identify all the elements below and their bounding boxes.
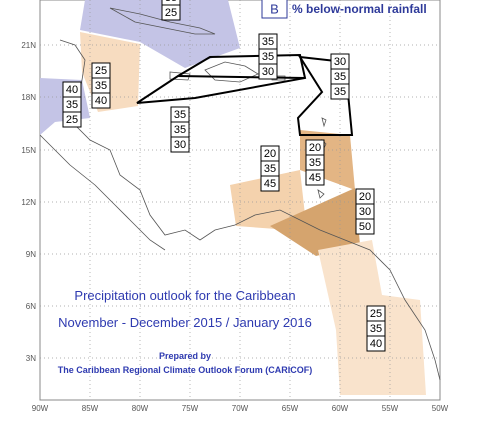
- probability-box: [62, 111, 82, 128]
- probability-box: [330, 83, 350, 100]
- probability-value: 35: [95, 80, 107, 92]
- lon-label: 85W: [82, 404, 99, 413]
- lat-label: 18N: [21, 93, 36, 102]
- region-below: [80, 0, 240, 68]
- probability-value: 30: [334, 56, 346, 68]
- probability-value: 35: [370, 323, 382, 335]
- probability-box: [355, 218, 375, 235]
- lat-label: 3N: [26, 354, 36, 363]
- probability-value: 35: [264, 163, 276, 175]
- probability-value: 50: [359, 221, 371, 233]
- probability-value: 30: [359, 206, 371, 218]
- probability-value: 35: [334, 71, 346, 83]
- probability-value: 25: [95, 65, 107, 77]
- lon-label: 55W: [382, 404, 399, 413]
- lat-label: 12N: [21, 198, 36, 207]
- probability-value: 25: [165, 7, 177, 19]
- probability-value: 35: [309, 157, 321, 169]
- probability-box: [91, 92, 111, 109]
- probability-value: 20: [359, 191, 371, 203]
- probability-box: [260, 175, 280, 192]
- credit: Prepared by: [159, 351, 211, 361]
- probability-box: [258, 63, 278, 80]
- probability-value: 35: [66, 99, 78, 111]
- probability-value: 35: [262, 51, 274, 63]
- map-subtitle: November - December 2015 / January 2016: [58, 315, 312, 330]
- lat-label: 6N: [26, 302, 36, 311]
- probability-value: 30: [174, 139, 186, 151]
- lat-label: 9N: [26, 250, 36, 259]
- probability-value: 35: [334, 86, 346, 98]
- legend-text: % below-normal rainfall: [292, 2, 427, 16]
- probability-value: 25: [66, 114, 78, 126]
- lat-label: 21N: [21, 41, 36, 50]
- probability-value: 40: [66, 84, 78, 96]
- region-above: [270, 188, 360, 256]
- probability-box: [366, 335, 386, 352]
- lon-label: 70W: [232, 404, 249, 413]
- graticule: [40, 0, 440, 400]
- probability-box: [170, 136, 190, 153]
- probability-value: 20: [309, 142, 321, 154]
- lon-label: 60W: [332, 404, 349, 413]
- probability-value: 20: [264, 148, 276, 160]
- probability-value: 45: [264, 178, 276, 190]
- probability-value: 35: [174, 124, 186, 136]
- lon-label: 65W: [282, 404, 299, 413]
- probability-value: 35: [174, 109, 186, 121]
- lon-label: 75W: [182, 404, 199, 413]
- credit: The Caribbean Regional Climate Outlook F…: [58, 365, 313, 375]
- region-outline: [177, 75, 306, 79]
- probability-box: [161, 4, 181, 21]
- lat-label: 15N: [21, 146, 36, 155]
- probability-value: 45: [309, 172, 321, 184]
- probability-value: 40: [370, 338, 382, 350]
- lon-label: 90W: [32, 404, 49, 413]
- legend-box: [261, 0, 288, 19]
- lon-label: 50W: [432, 404, 449, 413]
- probability-value: 30: [262, 66, 274, 78]
- lon-label: 80W: [132, 404, 149, 413]
- probability-value: 35: [262, 36, 274, 48]
- probability-box: [305, 169, 325, 186]
- map-title: Precipitation outlook for the Caribbean: [74, 288, 295, 303]
- probability-value: 40: [95, 95, 107, 107]
- region-above: [230, 170, 305, 230]
- probability-value: 35: [165, 0, 177, 4]
- legend-letter: B: [270, 1, 279, 16]
- probability-value: 25: [370, 308, 382, 320]
